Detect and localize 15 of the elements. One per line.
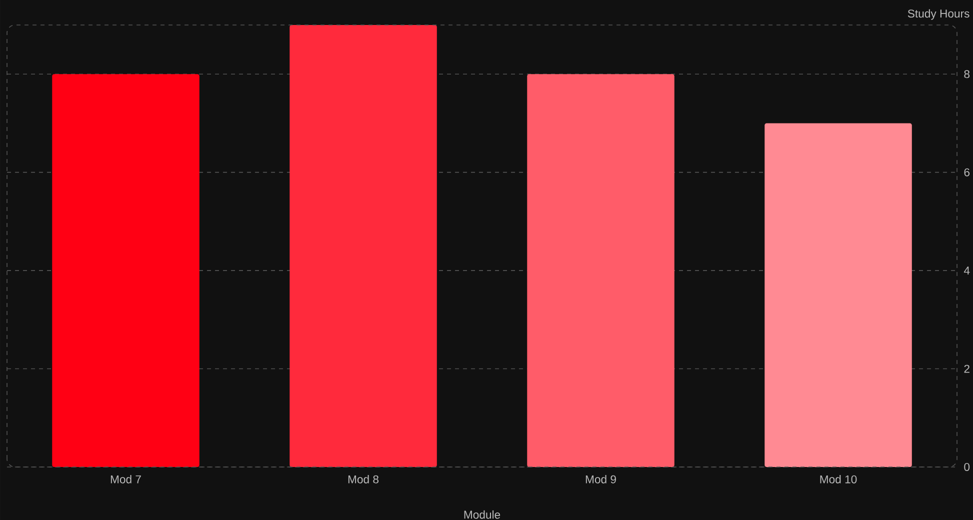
y-tick-label: 6	[964, 168, 970, 176]
y-tick-label: 0	[964, 462, 970, 471]
y-axis-title: Study Hours	[908, 9, 970, 20]
bar	[764, 123, 912, 467]
bar	[290, 24, 437, 467]
y-tick-label: 4	[964, 266, 970, 274]
x-axis-title: Module	[464, 510, 500, 519]
x-tick-label: Mod 10	[820, 475, 857, 484]
x-tick-label: Mod 7	[110, 475, 141, 484]
y-tick-label: 2	[964, 364, 970, 373]
bar	[52, 74, 200, 467]
x-tick-label: Mod 9	[586, 475, 616, 484]
x-tick-label: Mod 8	[348, 475, 379, 484]
y-tick-label: 8	[964, 70, 970, 78]
bar	[527, 74, 674, 467]
